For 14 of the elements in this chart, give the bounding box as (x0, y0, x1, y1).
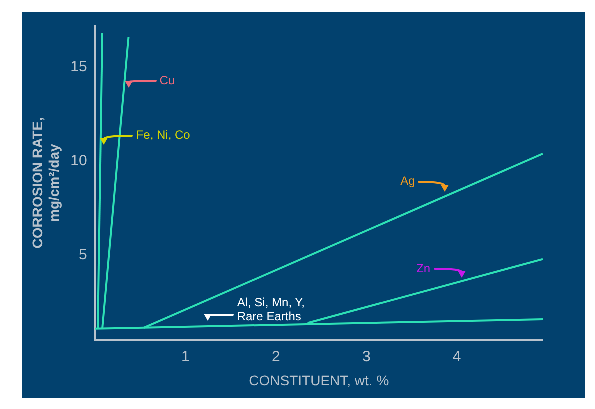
y-tick-label: 15 (70, 58, 88, 76)
annotation: Fe, Ni, Co (136, 128, 191, 142)
y-tick-label: 5 (78, 246, 88, 264)
x-tick-label: 2 (272, 348, 280, 366)
x-tick-label: 4 (452, 348, 462, 366)
x-axis-title: CONSTITUENT, wt. % (249, 372, 390, 388)
annotation: Al, Si, Mn, Y, Rare Earths (237, 296, 305, 324)
annotation: Zn (416, 261, 431, 276)
annotation: Cu (160, 73, 176, 88)
x-tick-label: 1 (182, 348, 190, 366)
y-tick-label: 10 (70, 152, 88, 170)
annotation: Ag (400, 174, 416, 188)
x-tick-label: 3 (362, 348, 371, 366)
y-axis-title: CORROSION RATE, mg/cm²/day (29, 118, 62, 249)
